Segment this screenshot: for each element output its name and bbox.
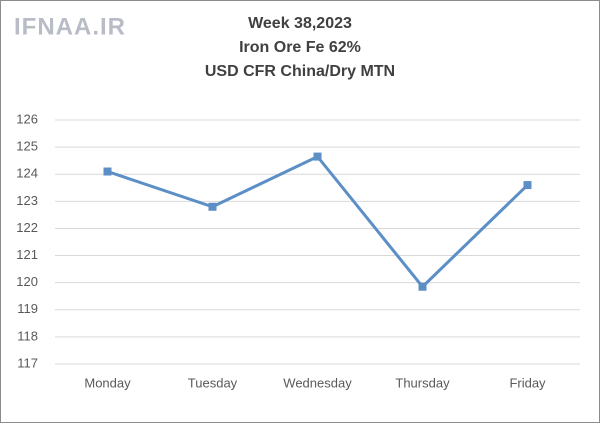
chart-title: Iron Ore Fe 62% bbox=[239, 39, 361, 56]
x-tick-label: Wednesday bbox=[283, 375, 352, 390]
y-tick-label: 117 bbox=[17, 355, 38, 370]
y-tick-label: 120 bbox=[16, 274, 38, 289]
y-tick-label: 121 bbox=[16, 247, 38, 262]
data-point bbox=[418, 282, 427, 291]
data-point bbox=[103, 167, 112, 176]
data-point bbox=[208, 202, 217, 211]
watermark: IFNAA.IR bbox=[14, 13, 126, 40]
x-tick-label: Thursday bbox=[395, 375, 450, 390]
y-tick-label: 126 bbox=[16, 111, 38, 126]
chart-title: Week 38,2023 bbox=[248, 15, 352, 32]
y-tick-label: 118 bbox=[17, 328, 38, 343]
y-tick-label: 123 bbox=[16, 193, 38, 208]
x-tick-label: Monday bbox=[84, 375, 131, 390]
data-point bbox=[313, 152, 322, 161]
y-tick-label: 122 bbox=[16, 220, 38, 235]
data-point bbox=[523, 181, 532, 190]
y-tick-label: 119 bbox=[17, 301, 38, 316]
y-tick-label: 124 bbox=[16, 166, 38, 181]
y-tick-label: 125 bbox=[16, 139, 38, 154]
x-tick-label: Friday bbox=[509, 375, 546, 390]
chart-title: USD CFR China/Dry MTN bbox=[205, 63, 395, 80]
x-tick-label: Tuesday bbox=[188, 375, 238, 390]
